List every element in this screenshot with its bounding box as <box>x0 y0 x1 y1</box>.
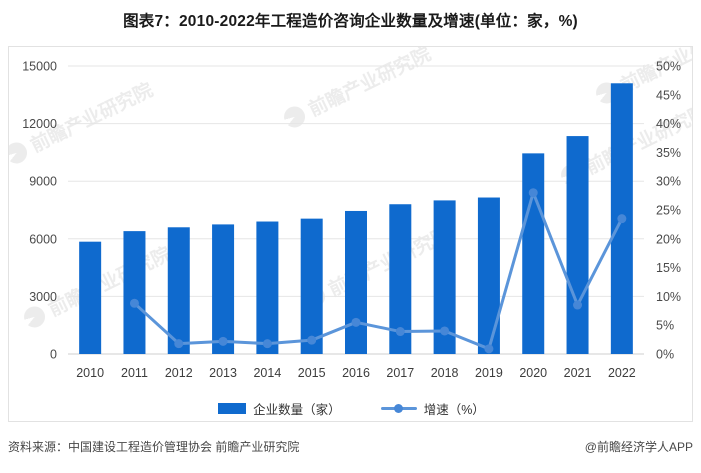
x-axis-tick-label: 2014 <box>253 366 281 380</box>
bar <box>300 218 323 354</box>
chart-legend: 企业数量（家） 增速（%） <box>9 397 692 419</box>
left-axis-tick-label: 0 <box>50 348 57 362</box>
bar <box>256 221 279 354</box>
bar <box>389 204 412 354</box>
bar <box>433 200 456 354</box>
brand-note: @前瞻经济学人APP <box>584 440 693 454</box>
right-axis-tick-label: 35% <box>656 146 681 160</box>
left-axis-tick-label: 3000 <box>29 290 57 304</box>
right-axis-tick-label: 50% <box>656 60 681 74</box>
left-axis-tick-label: 9000 <box>29 175 57 189</box>
growth-line <box>132 191 624 351</box>
left-axis-tick-label: 6000 <box>29 232 57 246</box>
legend-label: 企业数量（家） <box>253 402 341 417</box>
x-axis-tick-label: 2013 <box>209 366 237 380</box>
right-axis-tick-label: 20% <box>656 232 681 246</box>
right-axis-tick-label: 40% <box>656 117 681 131</box>
right-axis-tick-label: 45% <box>656 88 681 102</box>
x-axis-tick-label: 2017 <box>386 366 414 380</box>
x-axis-tick-label: 2012 <box>165 366 193 380</box>
left-axis-tick-label: 15000 <box>22 60 57 74</box>
chart-panel: 前瞻产业研究院 前瞻产业研究院 前瞻产业研究院 前瞻产业研究院 前瞻产业研究院 … <box>8 46 693 422</box>
bar <box>566 136 589 354</box>
line-swatch-icon <box>380 403 417 414</box>
line-marker <box>307 335 317 345</box>
line-marker <box>262 339 272 349</box>
right-axis-tick-label: 30% <box>656 175 681 189</box>
x-axis-tick-label: 2021 <box>564 366 592 380</box>
x-axis-tick-label: 2011 <box>121 366 148 380</box>
legend-item-growth: 增速（%） <box>380 399 485 418</box>
x-axis-tick-label: 2022 <box>608 366 636 380</box>
bar <box>477 197 500 354</box>
chart-canvas: 0 3000 6000 9000 12000 15000 0% 5% 10% 15% 20% 25% 3… <box>22 60 681 381</box>
line-marker <box>440 326 450 336</box>
source-note: 资料来源：中国建设工程造价管理协会 前瞻产业研究院 <box>8 440 300 454</box>
x-axis-tick-label: 2015 <box>298 366 326 380</box>
line-marker <box>528 188 538 198</box>
left-axis-tick-label: 12000 <box>22 117 57 131</box>
x-axis-tick-label: 2010 <box>76 366 104 380</box>
bar-swatch-icon <box>218 402 247 414</box>
x-axis-tick-label: 2018 <box>431 366 459 380</box>
legend-label: 增速（%） <box>423 402 485 417</box>
bar <box>79 241 102 354</box>
bar <box>123 231 146 354</box>
line-marker <box>218 336 228 346</box>
x-axis-tick-label: 2019 <box>475 366 503 380</box>
chart-title: 图表7：2010-2022年工程造价咨询企业数量及增速(单位：家，%) <box>123 13 578 30</box>
line-marker <box>484 344 494 354</box>
line-marker <box>395 327 405 337</box>
line-marker <box>617 214 627 224</box>
right-axis-tick-label: 25% <box>656 204 681 218</box>
bar <box>345 210 367 354</box>
bar <box>167 227 190 354</box>
right-axis-tick-label: 5% <box>656 319 674 333</box>
line-marker <box>573 300 583 310</box>
x-axis-tick-label: 2020 <box>519 366 547 380</box>
line-marker <box>351 317 361 327</box>
right-axis-tick-label: 10% <box>656 290 681 304</box>
line-marker <box>174 339 184 349</box>
legend-item-enterprises: 企业数量（家） <box>218 399 341 418</box>
bar <box>212 224 235 354</box>
line-marker <box>129 298 139 308</box>
footer: 资料来源：中国建设工程造价管理协会 前瞻产业研究院 @前瞻经济学人APP <box>8 438 693 455</box>
bar <box>522 153 545 354</box>
right-axis-tick-label: 15% <box>656 261 681 275</box>
x-axis-tick-label: 2016 <box>342 366 370 380</box>
right-axis-tick-label: 0% <box>656 348 674 362</box>
